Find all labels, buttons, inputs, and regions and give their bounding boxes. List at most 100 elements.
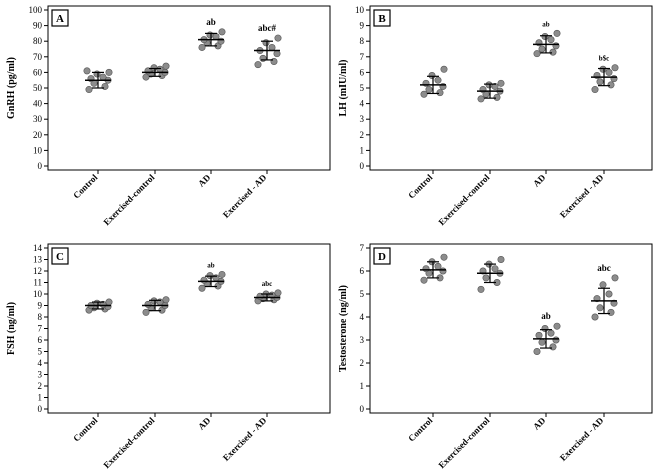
significance-label: abc (597, 263, 611, 273)
y-tick-label: 4 (38, 358, 43, 368)
panel-label: C (56, 251, 64, 263)
y-tick-label: 5 (360, 289, 365, 299)
y-tick-label: 7 (360, 52, 365, 62)
data-point (599, 65, 607, 73)
data-point (198, 43, 206, 51)
y-tick-label: 0 (38, 161, 43, 171)
data-point (596, 304, 604, 312)
data-point (99, 73, 107, 81)
y-tick-label: 12 (33, 266, 42, 276)
y-tick-label: 0 (360, 404, 365, 414)
data-point (156, 65, 164, 73)
data-point (538, 45, 546, 53)
data-point (142, 308, 150, 316)
y-tick-label: 9 (38, 301, 43, 311)
data-point (553, 29, 561, 37)
y-tick-label: 0 (38, 404, 43, 414)
data-point (420, 90, 428, 98)
y-tick-label: 3 (360, 335, 365, 345)
data-point (150, 64, 158, 72)
y-tick-label: 3 (38, 370, 43, 380)
data-point (162, 62, 170, 70)
data-point (206, 31, 214, 39)
data-point (274, 289, 282, 297)
data-point (212, 33, 220, 41)
x-tick-label: Control (71, 172, 100, 201)
y-tick-label: 8 (38, 312, 43, 322)
plot-frame (369, 243, 653, 414)
data-point (497, 79, 505, 87)
significance-label: ab (542, 20, 550, 28)
data-point (198, 284, 206, 292)
x-tick-label: Control (71, 415, 100, 444)
y-tick-label: 4 (360, 312, 365, 322)
y-tick-label: 60 (33, 67, 43, 77)
y-tick-label: 7 (38, 324, 43, 334)
data-point (440, 65, 448, 73)
x-tick-label: Exercised-control (102, 172, 157, 227)
data-point (439, 267, 447, 275)
data-point (591, 86, 599, 94)
x-tick-label: Exercised-control (437, 172, 492, 227)
y-tick-label: 10 (355, 5, 365, 15)
data-point (83, 67, 91, 75)
y-tick-label: 30 (33, 114, 43, 124)
y-tick-label: 11 (33, 278, 42, 288)
y-tick-label: 10 (33, 145, 43, 155)
y-tick-label: 2 (38, 381, 43, 391)
significance-label: abc# (258, 23, 277, 33)
data-point (599, 281, 607, 289)
data-point (428, 72, 436, 80)
y-tick-label: 9 (360, 21, 365, 31)
y-tick-label: 6 (360, 266, 365, 276)
y-tick-label: 5 (38, 347, 43, 357)
data-point (547, 329, 555, 337)
y-tick-label: 4 (360, 99, 365, 109)
x-tick-label: Exercised-control (102, 415, 157, 469)
data-point (142, 73, 150, 81)
data-point (591, 313, 599, 321)
y-tick-label: 1 (360, 145, 365, 155)
data-point (420, 276, 428, 284)
x-tick-label: AD (196, 172, 213, 189)
data-point (553, 322, 561, 330)
x-tick-label: Exercised - AD (558, 415, 606, 463)
y-tick-label: 0 (360, 161, 365, 171)
y-tick-label: 14 (33, 243, 43, 253)
y-axis-label: LH (mIU/ml) (338, 60, 349, 117)
data-point (477, 95, 485, 103)
data-point (262, 39, 270, 47)
panel-label: A (56, 13, 64, 25)
x-tick-label: Control (406, 415, 435, 444)
panel-label-box (373, 9, 391, 27)
y-tick-label: 13 (33, 255, 43, 265)
significance-label: abc (262, 280, 273, 288)
data-point (611, 274, 619, 282)
panel-label: B (378, 13, 386, 25)
data-point (144, 300, 152, 308)
data-point (549, 343, 557, 351)
significance-label: b$c (599, 55, 610, 63)
data-point (218, 28, 226, 36)
panel-label-box (51, 247, 69, 265)
y-tick-label: 1 (38, 393, 43, 403)
x-tick-label: AD (196, 415, 213, 432)
data-point (552, 336, 560, 344)
data-point (493, 93, 501, 101)
data-point (482, 274, 490, 282)
data-point (533, 347, 541, 355)
data-point (105, 298, 113, 306)
data-point (497, 255, 505, 263)
data-point (491, 265, 499, 273)
y-tick-label: 2 (360, 130, 365, 140)
data-point (434, 262, 442, 270)
plot-frame (47, 243, 331, 414)
data-point (611, 64, 619, 72)
y-tick-label: 6 (360, 67, 365, 77)
data-point (434, 76, 442, 84)
data-point (105, 68, 113, 76)
data-point (162, 296, 170, 304)
y-tick-label: 80 (33, 36, 43, 46)
x-tick-label: AD (531, 415, 548, 432)
